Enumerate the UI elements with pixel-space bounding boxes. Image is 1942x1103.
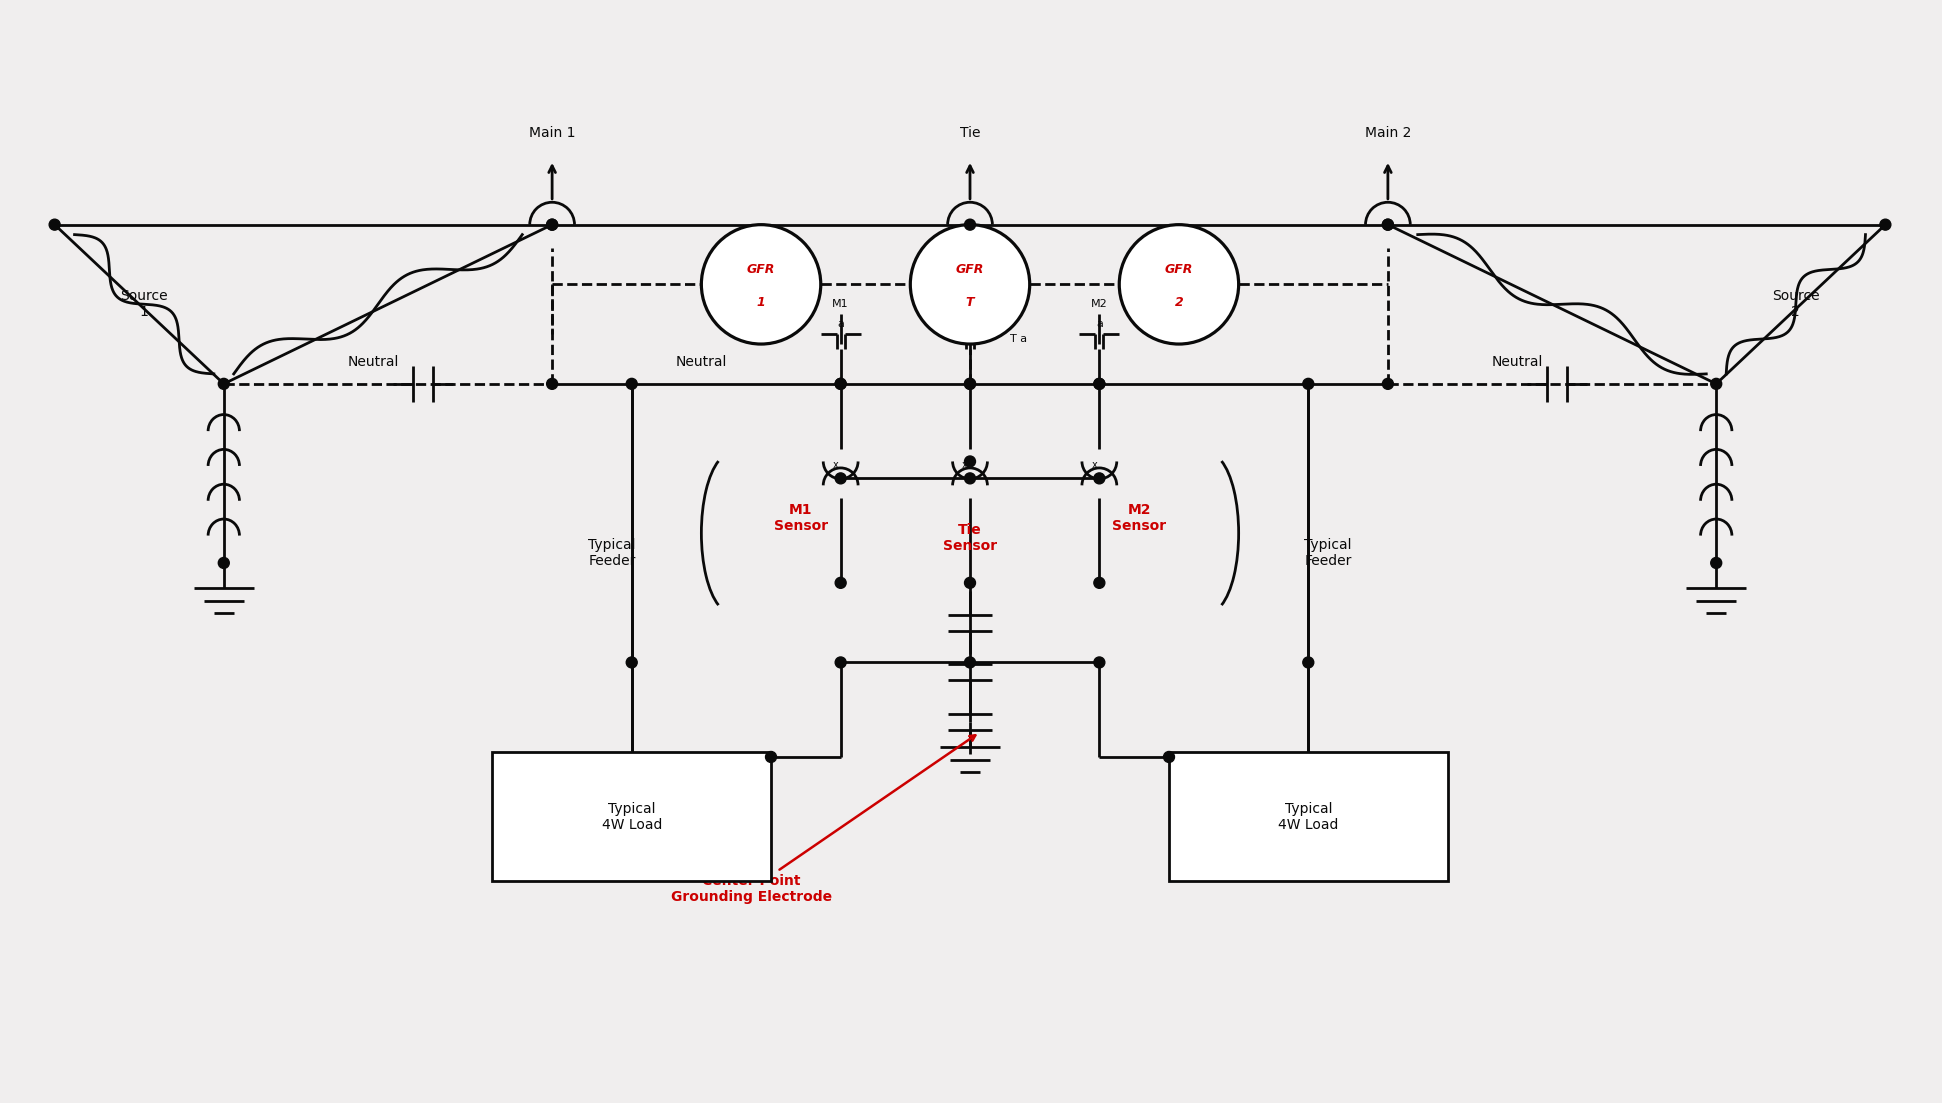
Circle shape — [546, 219, 557, 231]
Text: Typical
Feeder: Typical Feeder — [1305, 538, 1352, 568]
Circle shape — [1093, 577, 1105, 588]
Text: Tie: Tie — [959, 126, 981, 140]
Text: M2: M2 — [1091, 299, 1107, 309]
Text: M2
Sensor: M2 Sensor — [1113, 503, 1167, 534]
Circle shape — [49, 219, 60, 231]
Circle shape — [1093, 378, 1105, 389]
Text: Typical
Feeder: Typical Feeder — [588, 538, 635, 568]
Text: Source
1: Source 1 — [120, 289, 169, 320]
Circle shape — [765, 751, 777, 762]
Circle shape — [546, 378, 557, 389]
Circle shape — [835, 473, 847, 484]
Circle shape — [625, 378, 637, 389]
Text: x: x — [833, 460, 839, 471]
Circle shape — [965, 657, 975, 668]
Circle shape — [835, 378, 847, 389]
Circle shape — [965, 219, 975, 231]
Circle shape — [965, 378, 975, 389]
Text: Neutral: Neutral — [676, 355, 726, 368]
Circle shape — [965, 473, 975, 484]
Circle shape — [218, 378, 229, 389]
Circle shape — [1163, 751, 1175, 762]
Text: GFR: GFR — [1165, 263, 1192, 276]
FancyBboxPatch shape — [493, 752, 771, 881]
Circle shape — [1093, 473, 1105, 484]
Text: a: a — [837, 319, 845, 329]
Text: GFR: GFR — [748, 263, 775, 276]
Circle shape — [1383, 378, 1392, 389]
Circle shape — [1880, 219, 1892, 231]
Circle shape — [965, 577, 975, 588]
Circle shape — [835, 378, 847, 389]
Circle shape — [1303, 657, 1315, 668]
Text: x: x — [1091, 460, 1097, 471]
Text: Neutral: Neutral — [1491, 355, 1544, 368]
Text: Main 1: Main 1 — [528, 126, 575, 140]
Text: Source
2: Source 2 — [1771, 289, 1820, 320]
Circle shape — [965, 456, 975, 467]
FancyBboxPatch shape — [1169, 752, 1447, 881]
Text: Typical
4W Load: Typical 4W Load — [602, 802, 662, 832]
Text: Typical
4W Load: Typical 4W Load — [1278, 802, 1338, 832]
Circle shape — [701, 225, 821, 344]
Circle shape — [1093, 657, 1105, 668]
Circle shape — [835, 657, 847, 668]
Circle shape — [1119, 225, 1239, 344]
Circle shape — [1303, 378, 1315, 389]
Circle shape — [911, 225, 1029, 344]
Text: M1
Sensor: M1 Sensor — [773, 503, 827, 534]
Text: 1: 1 — [757, 296, 765, 309]
Circle shape — [546, 219, 557, 231]
Text: Neutral: Neutral — [348, 355, 398, 368]
Text: 2: 2 — [1175, 296, 1183, 309]
Circle shape — [218, 557, 229, 568]
Text: Center Point
Grounding Electrode: Center Point Grounding Electrode — [670, 736, 975, 904]
Text: Tie
Sensor: Tie Sensor — [944, 523, 996, 554]
Circle shape — [1383, 219, 1392, 231]
Text: x: x — [961, 460, 967, 471]
Circle shape — [1383, 219, 1392, 231]
Circle shape — [1711, 557, 1723, 568]
Circle shape — [835, 577, 847, 588]
Text: a: a — [1095, 319, 1103, 329]
Circle shape — [1093, 378, 1105, 389]
Text: GFR: GFR — [955, 263, 985, 276]
Text: T: T — [965, 296, 975, 309]
Text: M1: M1 — [833, 299, 849, 309]
Circle shape — [1711, 378, 1723, 389]
Circle shape — [965, 378, 975, 389]
Text: T a: T a — [1010, 334, 1027, 344]
Text: Main 2: Main 2 — [1365, 126, 1412, 140]
Circle shape — [625, 657, 637, 668]
